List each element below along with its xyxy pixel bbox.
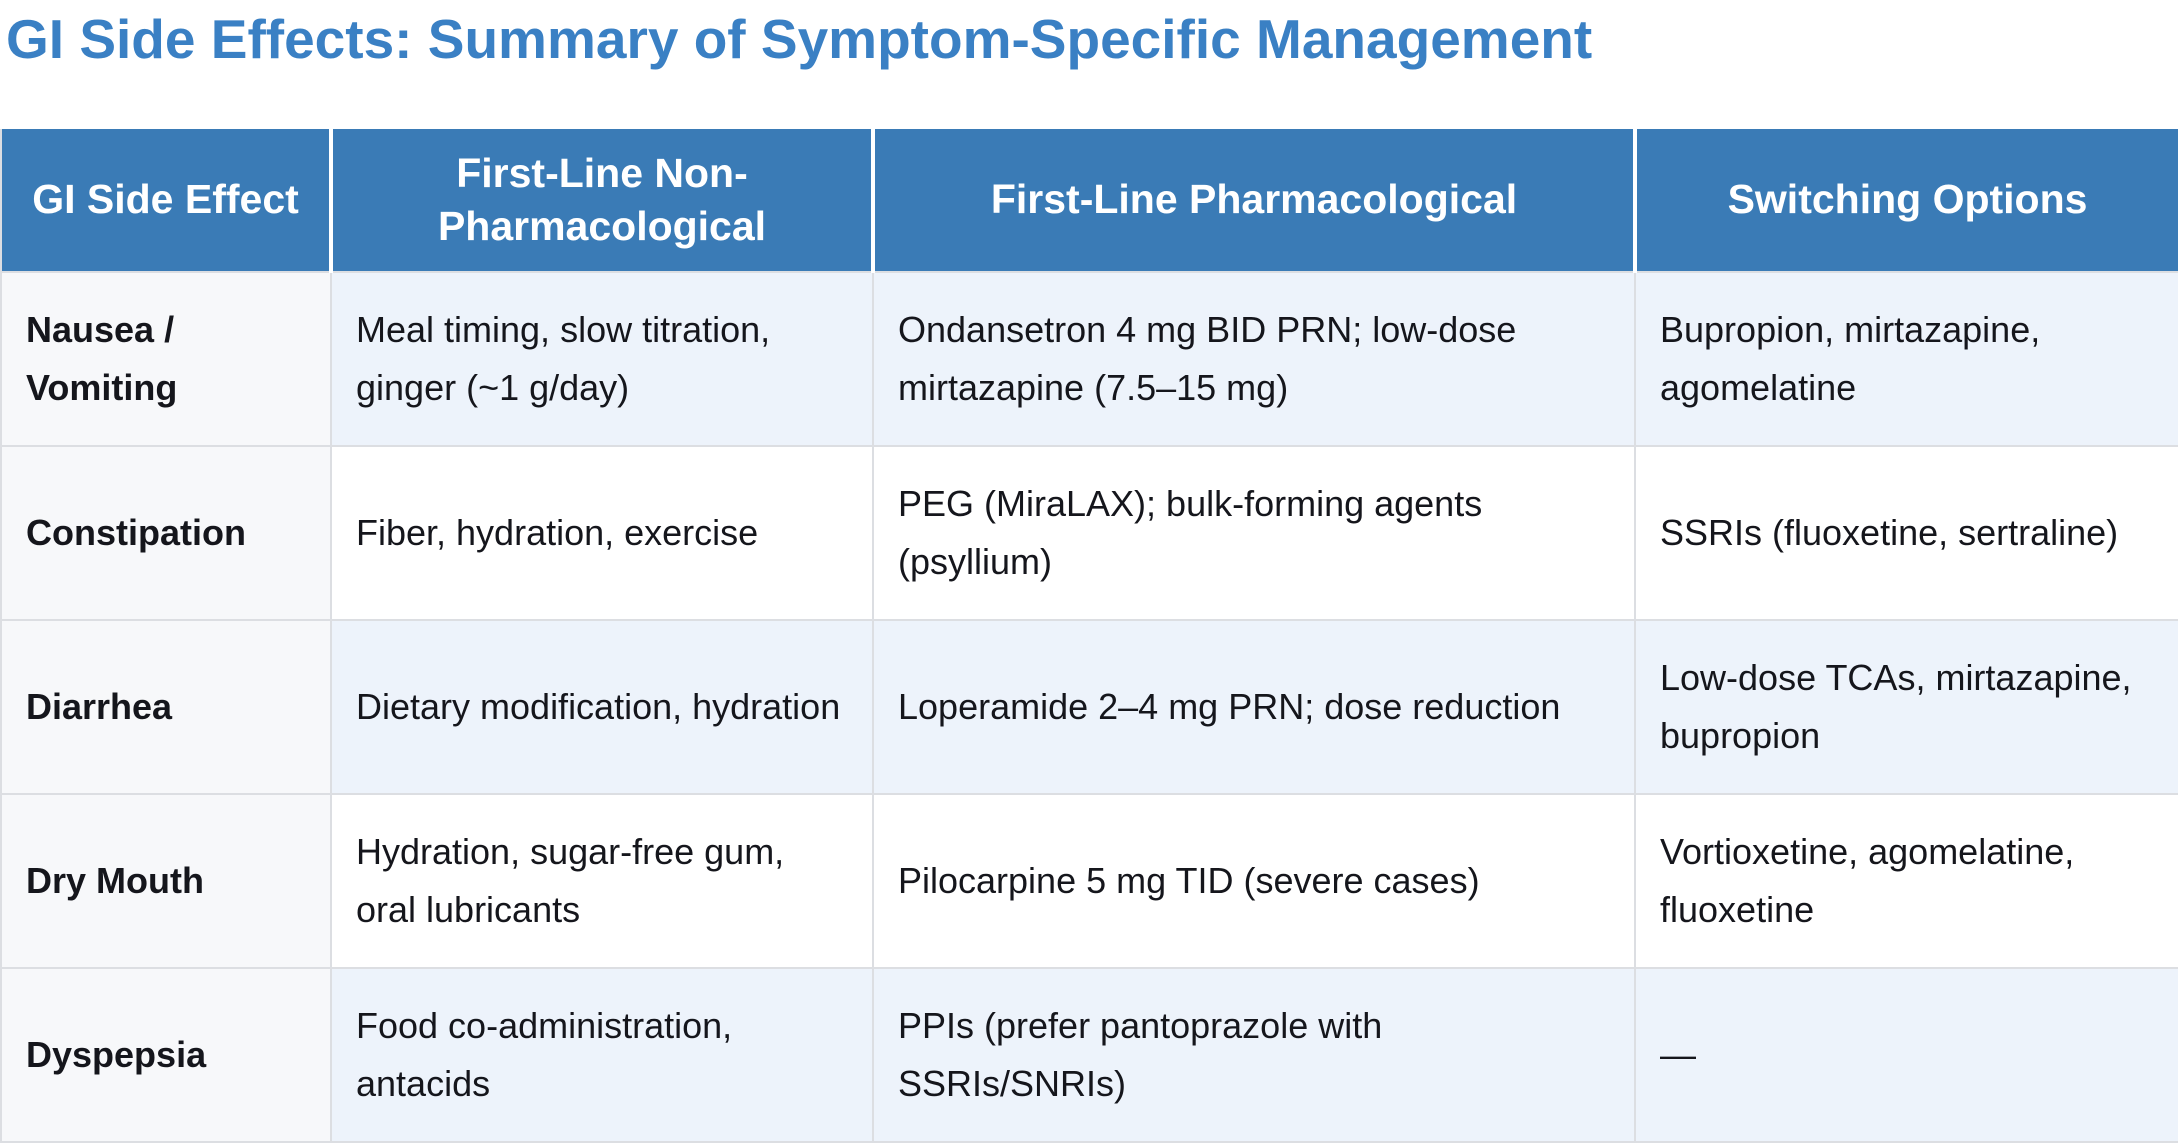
cell-constipation-switching-options: SSRIs (fluoxetine, sertraline) bbox=[1634, 445, 2178, 620]
cell-constipation-pharmacological: PEG (MiraLAX); bulk-forming agents (psyl… bbox=[872, 445, 1635, 620]
cell-diarrhea-non-pharmacological: Dietary modification, hydration bbox=[330, 619, 873, 794]
col-header-first-line-non-pharmacological: First-Line Non-Pharmacological bbox=[329, 129, 873, 272]
cell-nausea-pharmacological: Ondansetron 4 mg BID PRN; low-dose mirta… bbox=[872, 271, 1635, 446]
table-row-dry-mouth: Dry Mouth Hydration, sugar-free gum, ora… bbox=[1, 793, 2178, 968]
header-row: GI Side Effect First-Line Non-Pharmacolo… bbox=[1, 129, 2178, 272]
page-title: GI Side Effects: Summary of Symptom-Spec… bbox=[6, 8, 1593, 70]
table-row-constipation: Constipation Fiber, hydration, exercise … bbox=[1, 445, 2178, 620]
cell-dry-mouth-switching-options: Vortioxetine, agomelatine, fluoxetine bbox=[1634, 793, 2178, 968]
table-row-dyspepsia: Dyspepsia Food co-administration, antaci… bbox=[1, 967, 2178, 1142]
table-row-diarrhea: Diarrhea Dietary modification, hydration… bbox=[1, 619, 2178, 794]
cell-diarrhea-switching-options: Low-dose TCAs, mirtazapine, bupropion bbox=[1634, 619, 2178, 794]
gi-side-effects-table: GI Side Effect First-Line Non-Pharmacolo… bbox=[0, 129, 2178, 1143]
cell-dyspepsia-non-pharmacological: Food co-administration, antacids bbox=[330, 967, 873, 1142]
row-label-dyspepsia: Dyspepsia bbox=[1, 967, 331, 1142]
row-label-dry-mouth: Dry Mouth bbox=[1, 793, 331, 968]
row-label-nausea-vomiting: Nausea / Vomiting bbox=[1, 271, 331, 446]
row-label-diarrhea: Diarrhea bbox=[1, 619, 331, 794]
cell-constipation-non-pharmacological: Fiber, hydration, exercise bbox=[330, 445, 873, 620]
cell-nausea-switching-options: Bupropion, mirtazapine, agomelatine bbox=[1634, 271, 2178, 446]
col-header-first-line-pharmacological: First-Line Pharmacological bbox=[871, 129, 1635, 272]
col-header-gi-side-effect: GI Side Effect bbox=[1, 129, 331, 272]
col-header-switching-options: Switching Options bbox=[1633, 129, 2178, 272]
table-row-nausea-vomiting: Nausea / Vomiting Meal timing, slow titr… bbox=[1, 271, 2178, 446]
row-label-constipation: Constipation bbox=[1, 445, 331, 620]
cell-dry-mouth-non-pharmacological: Hydration, sugar-free gum, oral lubrican… bbox=[330, 793, 873, 968]
cell-dyspepsia-switching-options: — bbox=[1634, 967, 2178, 1142]
cell-nausea-non-pharmacological: Meal timing, slow titration, ginger (~1 … bbox=[330, 271, 873, 446]
cell-dyspepsia-pharmacological: PPIs (prefer pantoprazole with SSRIs/SNR… bbox=[872, 967, 1635, 1142]
cell-dry-mouth-pharmacological: Pilocarpine 5 mg TID (severe cases) bbox=[872, 793, 1635, 968]
cell-diarrhea-pharmacological: Loperamide 2–4 mg PRN; dose reduction bbox=[872, 619, 1635, 794]
